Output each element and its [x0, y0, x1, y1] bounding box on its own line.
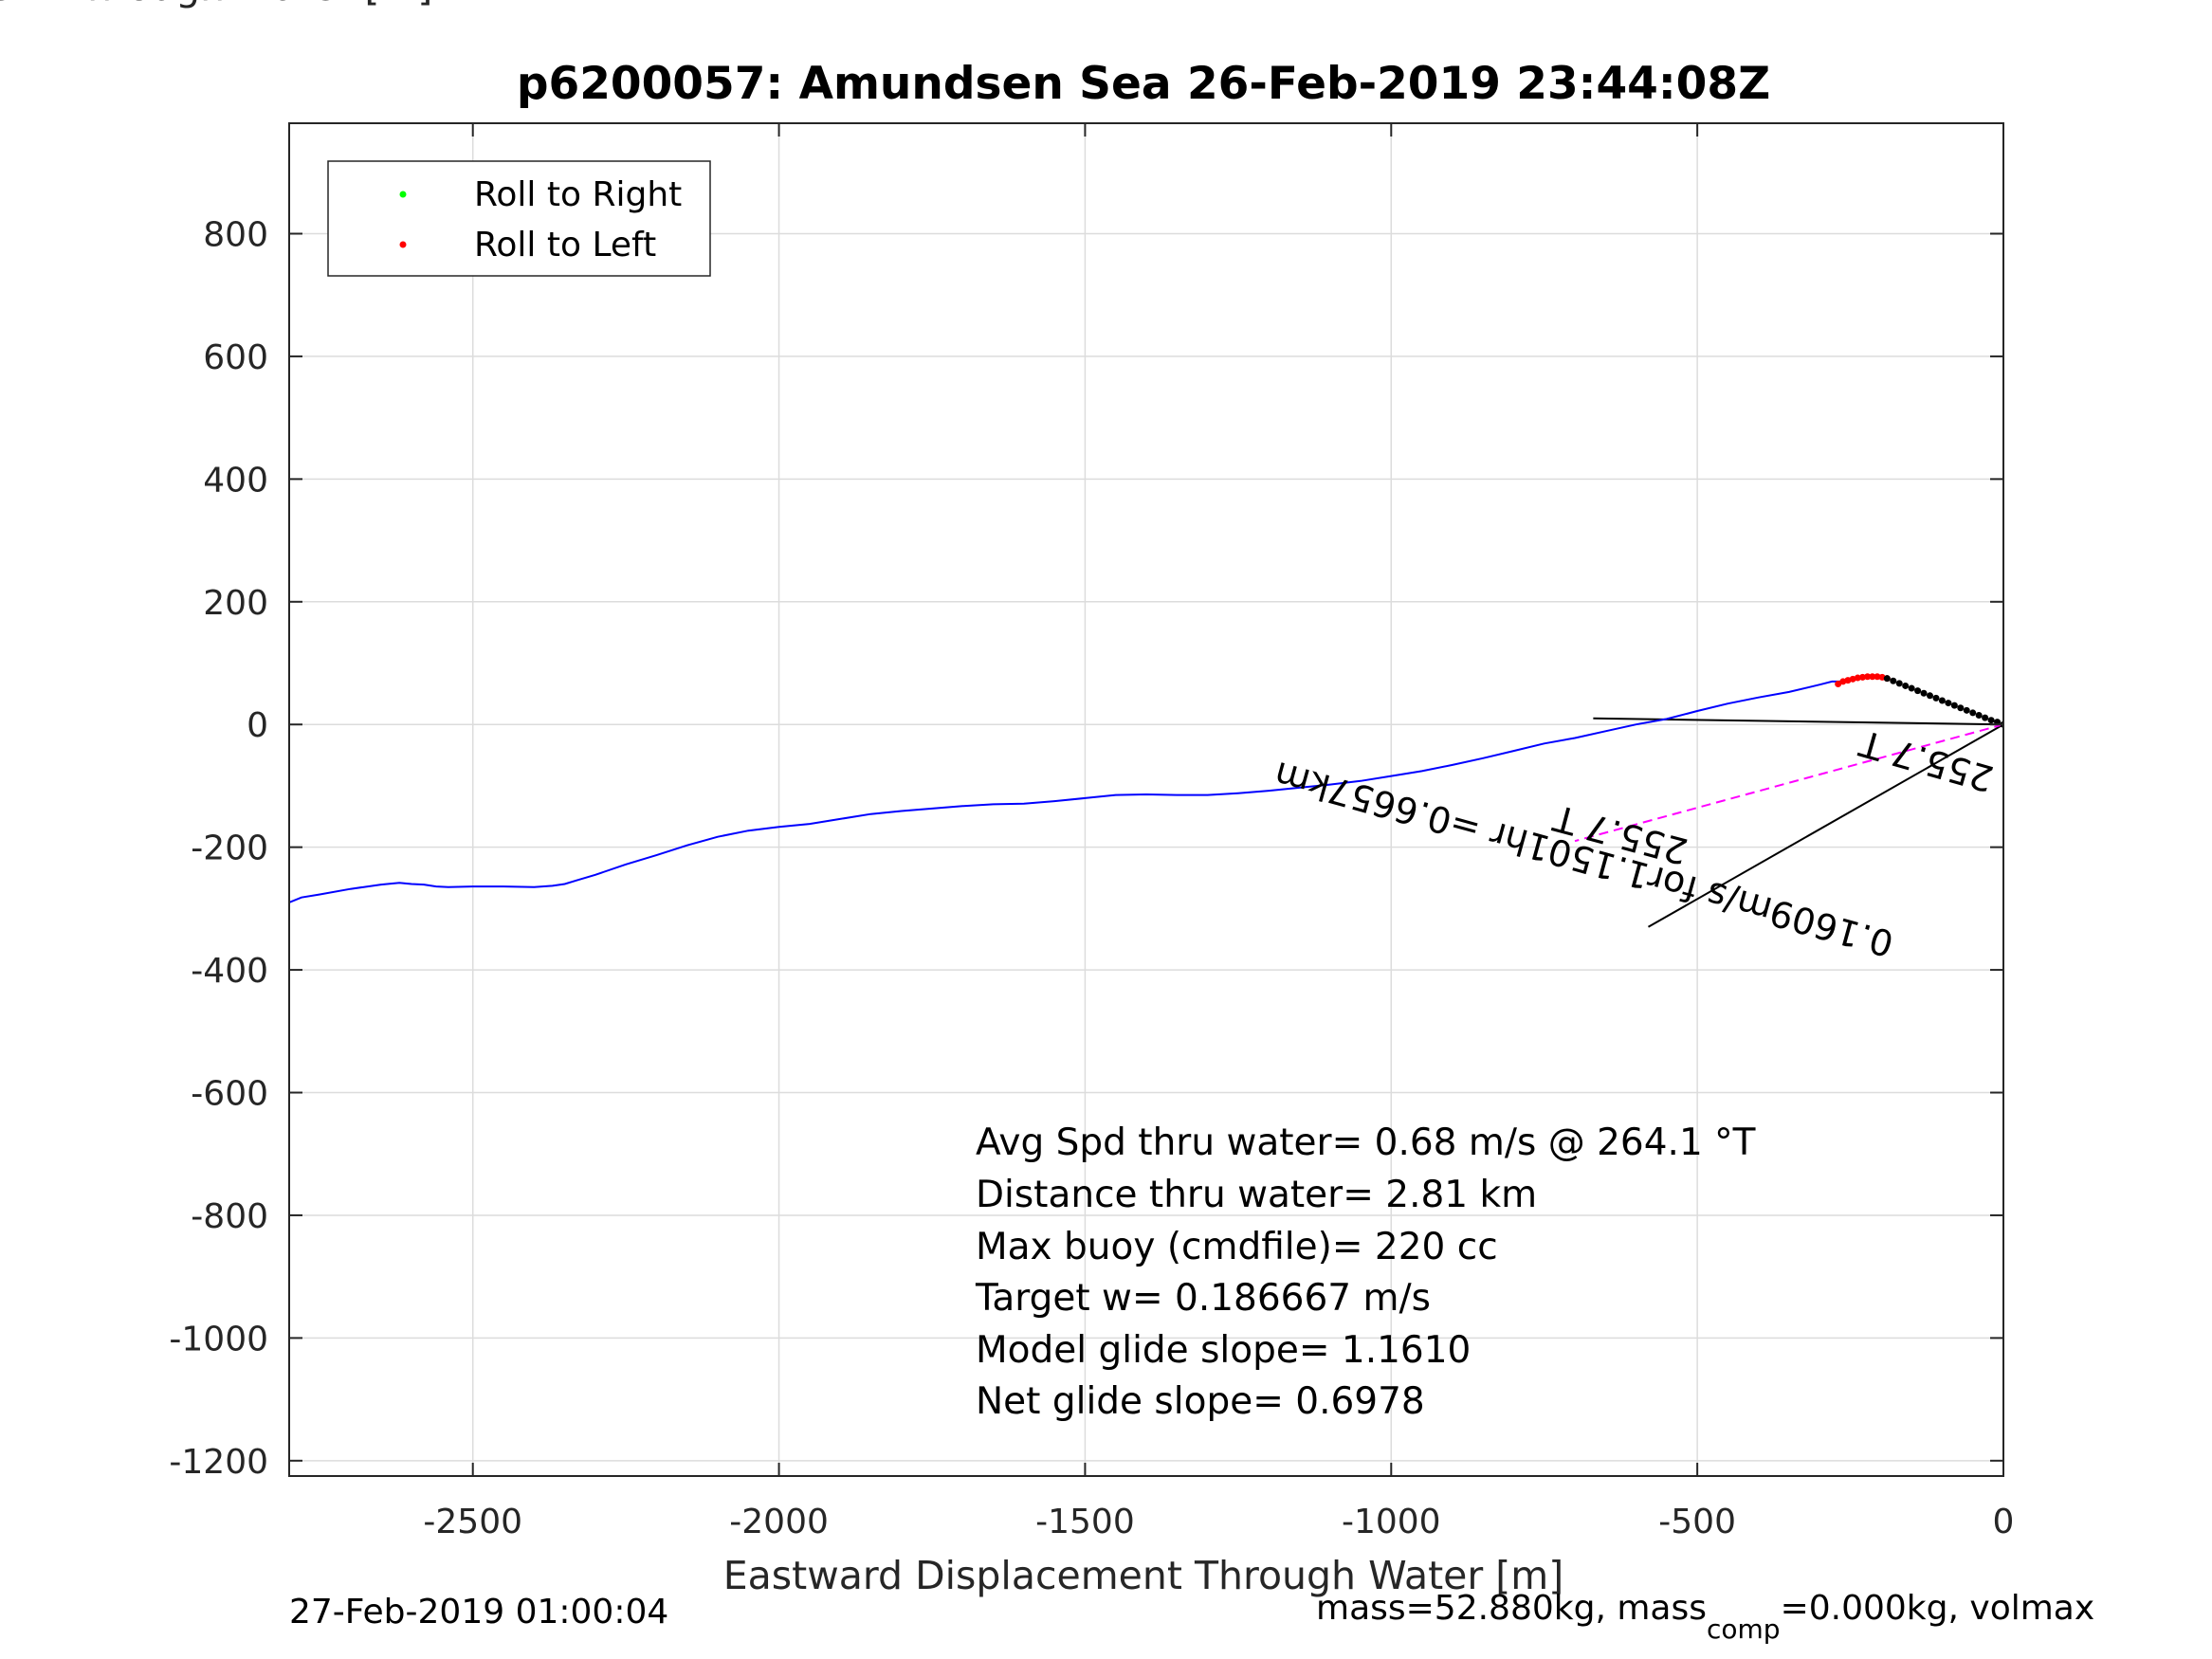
surface-point: [1927, 692, 1934, 700]
surface-point: [1938, 697, 1946, 704]
surface-point: [1982, 714, 1989, 721]
y-tick-label: 400: [203, 461, 268, 500]
surface-point: [1883, 675, 1891, 683]
surface-point: [1987, 717, 1995, 724]
surface-point: [1950, 702, 1958, 709]
chart-title: p6200057: Amundsen Sea 26-Feb-2019 23:44…: [517, 58, 1770, 110]
footer-mass-info: mass=52.880kg, masscomp=0.000kg, volmax: [1316, 1589, 2094, 1645]
y-tick-label: -1200: [169, 1443, 268, 1482]
legend-marker-roll-left: [399, 241, 407, 248]
footer-mass-prefix: mass=52.880kg, mass: [1316, 1589, 1707, 1628]
surface-point: [1945, 700, 1952, 707]
axis-ticks: -2500 -2000 -1500 -1000 -500 0 800 600 400 200 0 -2…: [169, 123, 2014, 1541]
x-tick-label: 0: [1993, 1503, 2015, 1541]
y-tick-label: -600: [191, 1075, 268, 1114]
x-axis-label: Eastward Displacement Through Water [m]: [723, 1553, 1563, 1598]
legend-label-roll-right: Roll to Right: [474, 175, 682, 214]
annotation-net-glide-slope: Net glide slope= 0.6978: [976, 1380, 1425, 1423]
footer-mass-suffix: =0.000kg, volmax: [1781, 1589, 2095, 1628]
reference-line: [1647, 723, 2003, 928]
roll-left-point: [1874, 673, 1881, 681]
surface-point: [1908, 684, 1915, 692]
surface-point: [1890, 677, 1897, 684]
grid: [289, 123, 2004, 1476]
roll-left-point: [1864, 673, 1872, 681]
surface-point: [1932, 694, 1940, 702]
y-tick-label: 600: [203, 338, 268, 377]
footer-timestamp: 27-Feb-2019 01:00:04: [289, 1593, 668, 1632]
surface-point: [1963, 706, 1970, 714]
roll-left-point: [1835, 681, 1842, 688]
track-line: [289, 680, 1845, 903]
x-tick-label: -1000: [1342, 1503, 1441, 1541]
plot-frame: [288, 122, 2004, 1477]
surface-point: [1895, 680, 1903, 687]
annotation-distance: Distance thru water= 2.81 km: [976, 1174, 1537, 1216]
x-tick-label: -2000: [729, 1503, 829, 1541]
current-vector-line: [1574, 723, 2003, 843]
stats-annotations: Avg Spd thru water= 0.68 m/s @ 264.1 °T …: [975, 1121, 1756, 1423]
footer-mass-sub: comp: [1707, 1613, 1781, 1645]
annotation-model-glide-slope: Model glide slope= 1.1610: [976, 1329, 1471, 1372]
surface-point: [1914, 687, 1922, 695]
legend-marker-roll-right: [399, 191, 407, 198]
roll-left-point: [1854, 674, 1861, 682]
y-tick-label: -800: [191, 1197, 268, 1236]
y-tick-label: -400: [191, 952, 268, 991]
plot-area: [289, 123, 2003, 1476]
x-tick-label: -2500: [423, 1503, 522, 1541]
surface-point: [1969, 709, 1977, 717]
surface-point: [1975, 712, 1983, 720]
annotation-max-buoy: Max buoy (cmdfile)= 220 cc: [976, 1226, 1498, 1268]
annotation-avg-speed: Avg Spd thru water= 0.68 m/s @ 264.1 °T: [976, 1121, 1756, 1164]
y-tick-label: 200: [203, 584, 268, 623]
roll-left-point: [1869, 673, 1876, 681]
roll-left-point: [1858, 673, 1866, 681]
legend: Roll to Right Roll to Left: [327, 160, 711, 277]
surface-point: [1920, 689, 1928, 697]
y-tick-label: 800: [203, 215, 268, 254]
x-tick-label: -1500: [1035, 1503, 1135, 1541]
surface-point: [1902, 682, 1910, 689]
y-tick-label: -1000: [169, 1320, 268, 1358]
y-tick-label: -200: [191, 830, 268, 868]
surface-point: [1957, 704, 1965, 712]
y-tick-label: 0: [247, 706, 268, 745]
x-tick-label: -500: [1658, 1503, 1736, 1541]
legend-label-roll-left: Roll to Left: [474, 226, 656, 264]
legend-box: [327, 160, 711, 277]
y-axis-label: Northward Displacement Through Water [m]: [0, 0, 432, 9]
annotation-target-w: Target w= 0.186667 m/s: [975, 1277, 1431, 1320]
